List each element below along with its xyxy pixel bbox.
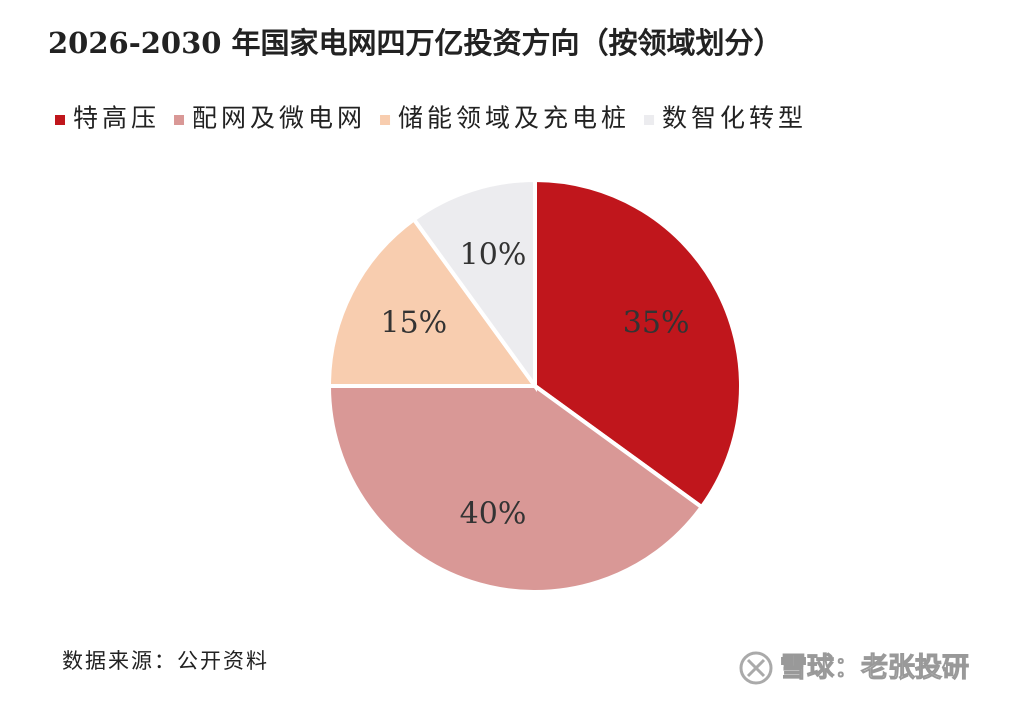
legend-label: 数智化转型 — [662, 104, 807, 133]
pie-slice — [326, 216, 539, 388]
source: 数据来源：公开资料 — [62, 649, 269, 673]
watermark: 雪球：老张投研 — [780, 653, 969, 684]
value-label: 35% — [623, 305, 690, 340]
value-label: 10% — [460, 238, 527, 273]
legend-swatch — [644, 115, 655, 125]
pie-slice — [411, 177, 537, 393]
legend-swatch — [380, 115, 391, 125]
value-label: 40% — [460, 496, 527, 531]
pie-slice — [533, 177, 743, 510]
legend-swatch — [174, 115, 185, 125]
chart-title: 2026-2030 年国家电网四万亿投资方向（按领域划分） — [48, 26, 783, 60]
legend-label: 配网及微电网 — [192, 104, 366, 133]
legend-swatch — [55, 115, 65, 125]
watermark-logo — [739, 651, 773, 685]
legend-label: 储能领域及充电桩 — [398, 104, 630, 133]
value-label: 15% — [381, 305, 448, 340]
legend-label: 特高压 — [73, 104, 160, 133]
pie-slice — [326, 384, 705, 594]
